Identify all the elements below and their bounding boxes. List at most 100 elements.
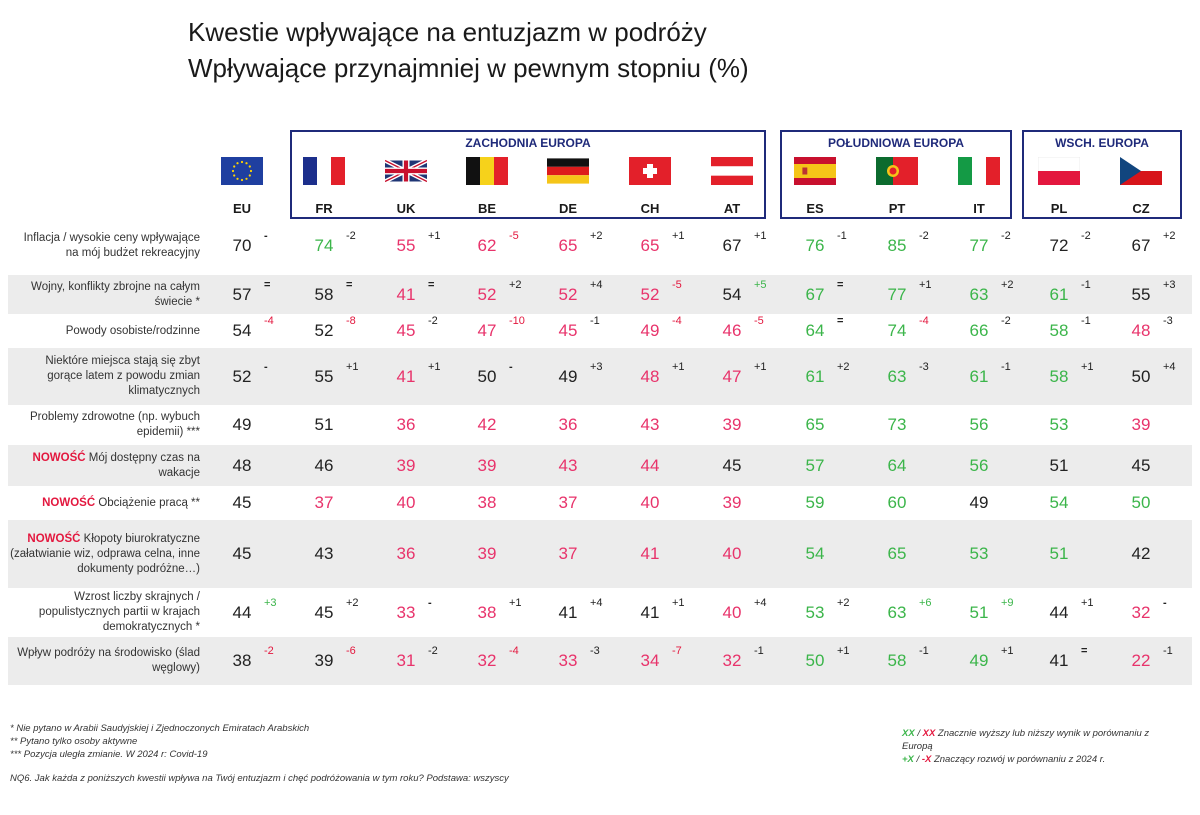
spain-flag-icon (794, 157, 836, 185)
delta-label: = (428, 278, 435, 291)
delta-label: -5 (754, 315, 764, 327)
value-cell: 41 (558, 602, 578, 622)
value-cell: 41 (640, 602, 660, 622)
value-cell: 49 (969, 493, 989, 512)
value-cell: 39 (722, 415, 742, 434)
value-cell: 48 (640, 366, 660, 386)
value-cell: 62 (477, 236, 497, 255)
value-cell: 41 (640, 544, 660, 563)
footnote-2: ** Pytano tylko osoby aktywne (10, 736, 138, 747)
value-cell: 67 (805, 284, 825, 304)
value-cell: 51 (1049, 544, 1069, 563)
value-cell: 58 (314, 284, 334, 304)
region-box-eastern (1022, 130, 1182, 219)
delta-label: -4 (672, 315, 682, 327)
delta-label: -6 (346, 645, 356, 657)
delta-label: +3 (590, 360, 603, 373)
region-label-eastern: WSCH. EUROPA (1055, 136, 1149, 150)
value-cell: 31 (396, 651, 416, 670)
value-cell: 49 (558, 366, 578, 386)
value-cell: 65 (887, 544, 907, 563)
legend-xx-green: XX (902, 728, 915, 739)
delta-label: -1 (919, 645, 929, 657)
row-label-text: Mój dostępny czas na wakacje (88, 451, 200, 479)
delta-label: +6 (919, 596, 932, 609)
delta-label: -1 (590, 315, 600, 327)
delta-label: -2 (428, 645, 438, 657)
value-cell: 45 (558, 321, 578, 340)
delta-label: -2 (1001, 315, 1011, 327)
value-cell: 38 (232, 651, 252, 670)
delta-label: -10 (509, 315, 525, 327)
value-cell: 39 (477, 544, 497, 563)
delta-label: +2 (837, 596, 850, 609)
value-cell: 54 (232, 321, 252, 340)
row-label: NOWOŚĆ Mój dostępny czas na wakacje (8, 451, 200, 481)
delta-label: +1 (672, 230, 685, 242)
delta-label: -4 (264, 315, 274, 327)
value-cell: 51 (314, 415, 334, 434)
title-line-2: Wpływające przynajmniej w pewnym stopniu… (188, 53, 749, 83)
france-flag-icon (303, 157, 345, 185)
delta-label: -2 (1081, 230, 1091, 242)
delta-label: -3 (919, 360, 929, 373)
value-cell: 73 (887, 415, 907, 434)
delta-label: -2 (1001, 230, 1011, 242)
row-label-text: Kłopoty biurokratyczne (załatwianie wiz,… (10, 532, 200, 575)
delta-label: -4 (919, 315, 929, 327)
legend-x-green: +X (902, 754, 914, 765)
new-badge: NOWOŚĆ (32, 451, 89, 464)
value-cell: 56 (969, 415, 989, 434)
delta-label: +2 (590, 230, 603, 242)
legend-xx-red: XX (922, 728, 936, 739)
delta-label: +2 (509, 278, 522, 291)
value-cell: 41 (1049, 651, 1069, 670)
value-cell: 40 (396, 493, 416, 512)
value-cell: 59 (805, 493, 825, 512)
value-cell: 39 (477, 455, 497, 475)
value-cell: 45 (314, 602, 334, 622)
value-cell: 53 (969, 544, 989, 563)
row-label: Niektóre miejsca stają się zbyt gorące l… (8, 354, 200, 399)
value-cell: 72 (1049, 236, 1069, 255)
row-label-text: Wojny, konflikty zbrojne na całym świeci… (31, 280, 200, 308)
delta-label: -4 (509, 645, 519, 657)
value-cell: 77 (969, 236, 989, 255)
value-cell: 49 (232, 415, 252, 434)
value-cell: 45 (396, 321, 416, 340)
legend-line-1: XX / XX Znacznie wyższy lub niższy wynik… (902, 727, 1172, 753)
delta-label: - (264, 360, 268, 373)
value-cell: 53 (1049, 415, 1069, 434)
country-code-uk: UK (396, 201, 416, 216)
row-band (8, 520, 1192, 588)
country-code-ch: CH (640, 201, 660, 216)
value-cell: 36 (396, 544, 416, 563)
country-code-fr: FR (315, 201, 333, 216)
delta-label: = (264, 278, 271, 291)
row-label-text: Obciążenie pracą ** (98, 496, 200, 509)
value-cell: 42 (1131, 544, 1151, 563)
value-cell: 58 (1049, 321, 1069, 340)
value-cell: 74 (887, 321, 907, 340)
value-cell: 51 (969, 602, 989, 622)
value-cell: 63 (887, 366, 907, 386)
value-cell: 37 (314, 493, 334, 512)
value-cell: 39 (396, 455, 416, 475)
chart-title: Kwestie wpływające na entuzjazm w podróż… (188, 14, 749, 86)
value-cell: 40 (722, 602, 742, 622)
value-cell: 63 (887, 602, 907, 622)
delta-label: -1 (1001, 360, 1011, 373)
value-cell: 65 (805, 415, 825, 434)
portugal-flag-icon (876, 157, 918, 185)
row-label-text: Wzrost liczby skrajnych / populistycznyc… (38, 591, 200, 633)
value-cell: 32 (722, 651, 742, 670)
delta-label: +1 (1001, 645, 1014, 657)
delta-label: +1 (1081, 360, 1094, 373)
region-label-western: ZACHODNIA EUROPA (465, 136, 591, 150)
value-cell: 47 (722, 366, 742, 386)
delta-label: -2 (428, 315, 438, 327)
row-label: Inflacja / wysokie ceny wpływające na mó… (8, 231, 200, 261)
germany-flag-icon (547, 157, 589, 185)
value-cell: 39 (314, 651, 334, 670)
eu-flag-icon (221, 157, 263, 185)
